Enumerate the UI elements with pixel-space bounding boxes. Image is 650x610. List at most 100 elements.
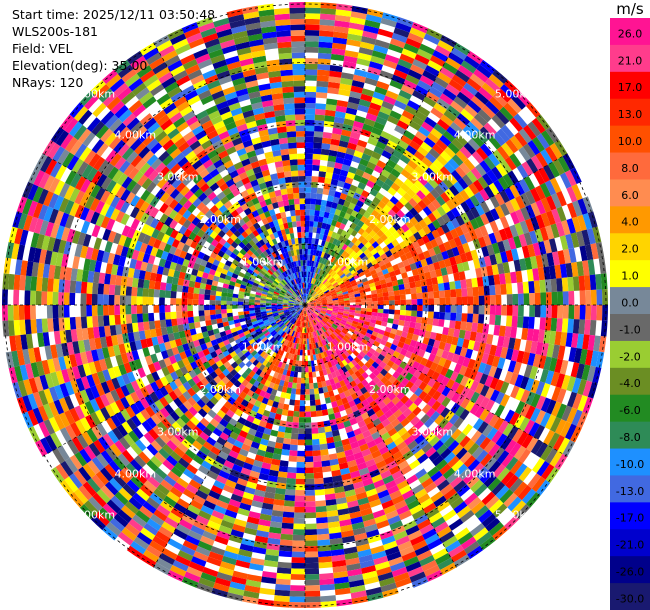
gate-cell: [319, 19, 335, 26]
gate-cell: [383, 213, 393, 222]
gate-cell: [334, 111, 346, 119]
gate-cell: [375, 256, 383, 263]
gate-cell: [456, 337, 465, 348]
gate-cell: [509, 372, 519, 386]
gate-cell: [368, 338, 375, 345]
gate-cell: [466, 78, 482, 92]
gate-cell: [329, 144, 339, 152]
gate-cell: [371, 273, 379, 279]
gate-cell: [469, 73, 486, 87]
gate-cell: [511, 94, 526, 110]
gate-cell: [325, 253, 331, 260]
gate-cell: [474, 215, 485, 228]
gate-cell: [277, 561, 292, 569]
gate-cell: [355, 302, 362, 305]
gate-cell: [307, 294, 310, 300]
gate-cell: [413, 150, 426, 162]
gate-cell: [438, 357, 447, 367]
gate-cell: [564, 423, 577, 441]
gate-cell: [317, 275, 322, 281]
gate-cell: [534, 409, 546, 425]
gate-cell: [323, 316, 330, 321]
gate-cell: [350, 11, 367, 20]
gate-cell: [523, 293, 530, 305]
gate-cell: [451, 154, 464, 167]
gate-cell: [520, 389, 531, 404]
gate-cell: [448, 79, 464, 92]
gate-cell: [308, 366, 313, 373]
gate-cell: [301, 372, 305, 378]
gate-cell: [530, 155, 544, 171]
gate-cell: [125, 305, 132, 315]
gate-cell: [459, 252, 468, 263]
gate-cell: [390, 182, 401, 192]
gate-cell: [159, 319, 167, 328]
gate-cell: [329, 207, 337, 215]
gate-cell: [270, 429, 279, 437]
gate-cell: [434, 184, 445, 196]
gate-cell: [419, 357, 429, 367]
gate-cell: [290, 438, 298, 446]
gate-cell: [562, 153, 575, 170]
gate-cell: [341, 288, 348, 293]
gate-cell: [136, 313, 144, 323]
gate-cell: [411, 299, 418, 305]
gate-cell: [394, 144, 406, 155]
gate-cell: [371, 126, 383, 136]
gate-cell: [392, 263, 400, 271]
gate-cell: [319, 312, 325, 317]
gate-cell: [310, 302, 317, 305]
gate-cell: [317, 268, 321, 275]
gate-cell: [501, 305, 507, 316]
gate-cell: [366, 341, 374, 348]
gate-cell: [390, 275, 398, 282]
gate-cell: [325, 247, 331, 254]
gate-cell: [380, 321, 388, 327]
gate-cell: [364, 77, 378, 87]
gate-cell: [119, 305, 126, 315]
gate-cell: [312, 226, 318, 233]
gate-cell: [396, 209, 406, 219]
gate-cell: [305, 198, 311, 205]
gate-cell: [355, 299, 362, 303]
gate-cell: [544, 414, 557, 430]
gate-cell: [359, 330, 367, 336]
gate-cell: [466, 121, 480, 135]
gate-cell: [58, 292, 65, 305]
gate-cell: [321, 460, 331, 467]
gate-cell: [321, 409, 329, 416]
gate-cell: [331, 202, 338, 209]
gate-cell: [493, 179, 505, 193]
gate-cell: [432, 283, 439, 292]
gate-cell: [549, 416, 562, 433]
gate-cell: [486, 169, 498, 183]
gate-cell: [378, 135, 390, 146]
gate-cell: [319, 292, 325, 297]
gate-cell: [398, 319, 405, 326]
gate-cell: [423, 33, 441, 46]
gate-cell: [120, 285, 127, 296]
gate-cell: [376, 229, 385, 238]
gate-cell: [369, 102, 382, 112]
gate-cell: [86, 305, 93, 317]
gate-cell: [556, 403, 567, 420]
gate-cell: [384, 229, 393, 238]
gate-cell: [290, 433, 299, 440]
gate-cell: [595, 273, 602, 290]
gate-cell: [391, 204, 401, 214]
gate-cell: [554, 264, 562, 279]
gate-cell: [313, 466, 323, 474]
gate-cell: [358, 271, 365, 277]
gate-cell: [305, 192, 311, 199]
gate-cell: [305, 46, 319, 53]
gate-cell: [220, 305, 227, 310]
gate-cell: [443, 109, 457, 122]
gate-cell: [310, 187, 318, 194]
gate-cell: [309, 298, 315, 302]
gate-cell: [24, 305, 31, 320]
gate-cell: [363, 25, 380, 34]
gate-cell: [338, 174, 347, 183]
gate-cell: [380, 225, 389, 234]
gate-cell: [584, 275, 591, 291]
gate-cell: [332, 37, 348, 45]
